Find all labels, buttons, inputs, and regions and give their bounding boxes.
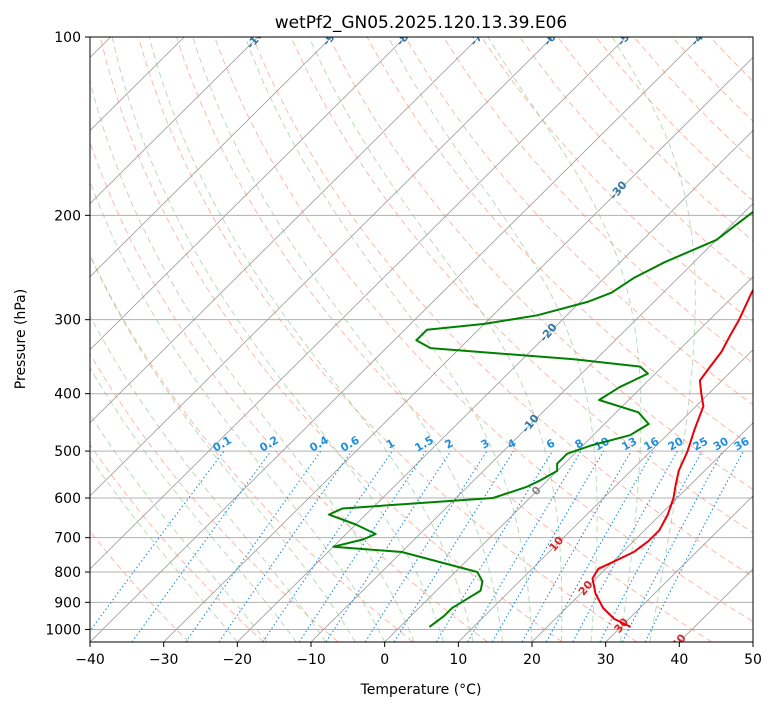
x-tick-label: 40 [670,652,688,668]
x-tick-label: −20 [223,652,253,668]
y-tick-label: 200 [54,208,81,224]
x-tick-label: 30 [597,652,615,668]
y-axis-label: Pressure (hPa) [13,289,29,389]
x-tick-label: 50 [744,652,762,668]
x-tick-label: −10 [296,652,326,668]
y-tick-label: 600 [54,491,81,507]
y-tick-label: 700 [54,531,81,547]
x-tick-label: 10 [449,652,467,668]
y-tick-label: 300 [54,313,81,329]
y-tick-label: 400 [54,387,81,403]
y-tick-label: 1000 [45,622,81,638]
y-tick-label: 100 [54,30,81,46]
y-tick-label: 800 [54,565,81,581]
x-tick-label: 20 [523,652,541,668]
x-tick-label: −30 [149,652,179,668]
x-axis-label: Temperature (°C) [360,682,482,698]
y-tick-label: 500 [54,444,81,460]
x-tick-label: −40 [75,652,105,668]
y-tick-label: 900 [54,595,81,611]
x-tick-label: 0 [380,652,389,668]
chart-title: wetPf2_GN05.2025.120.13.39.E06 [275,13,567,33]
